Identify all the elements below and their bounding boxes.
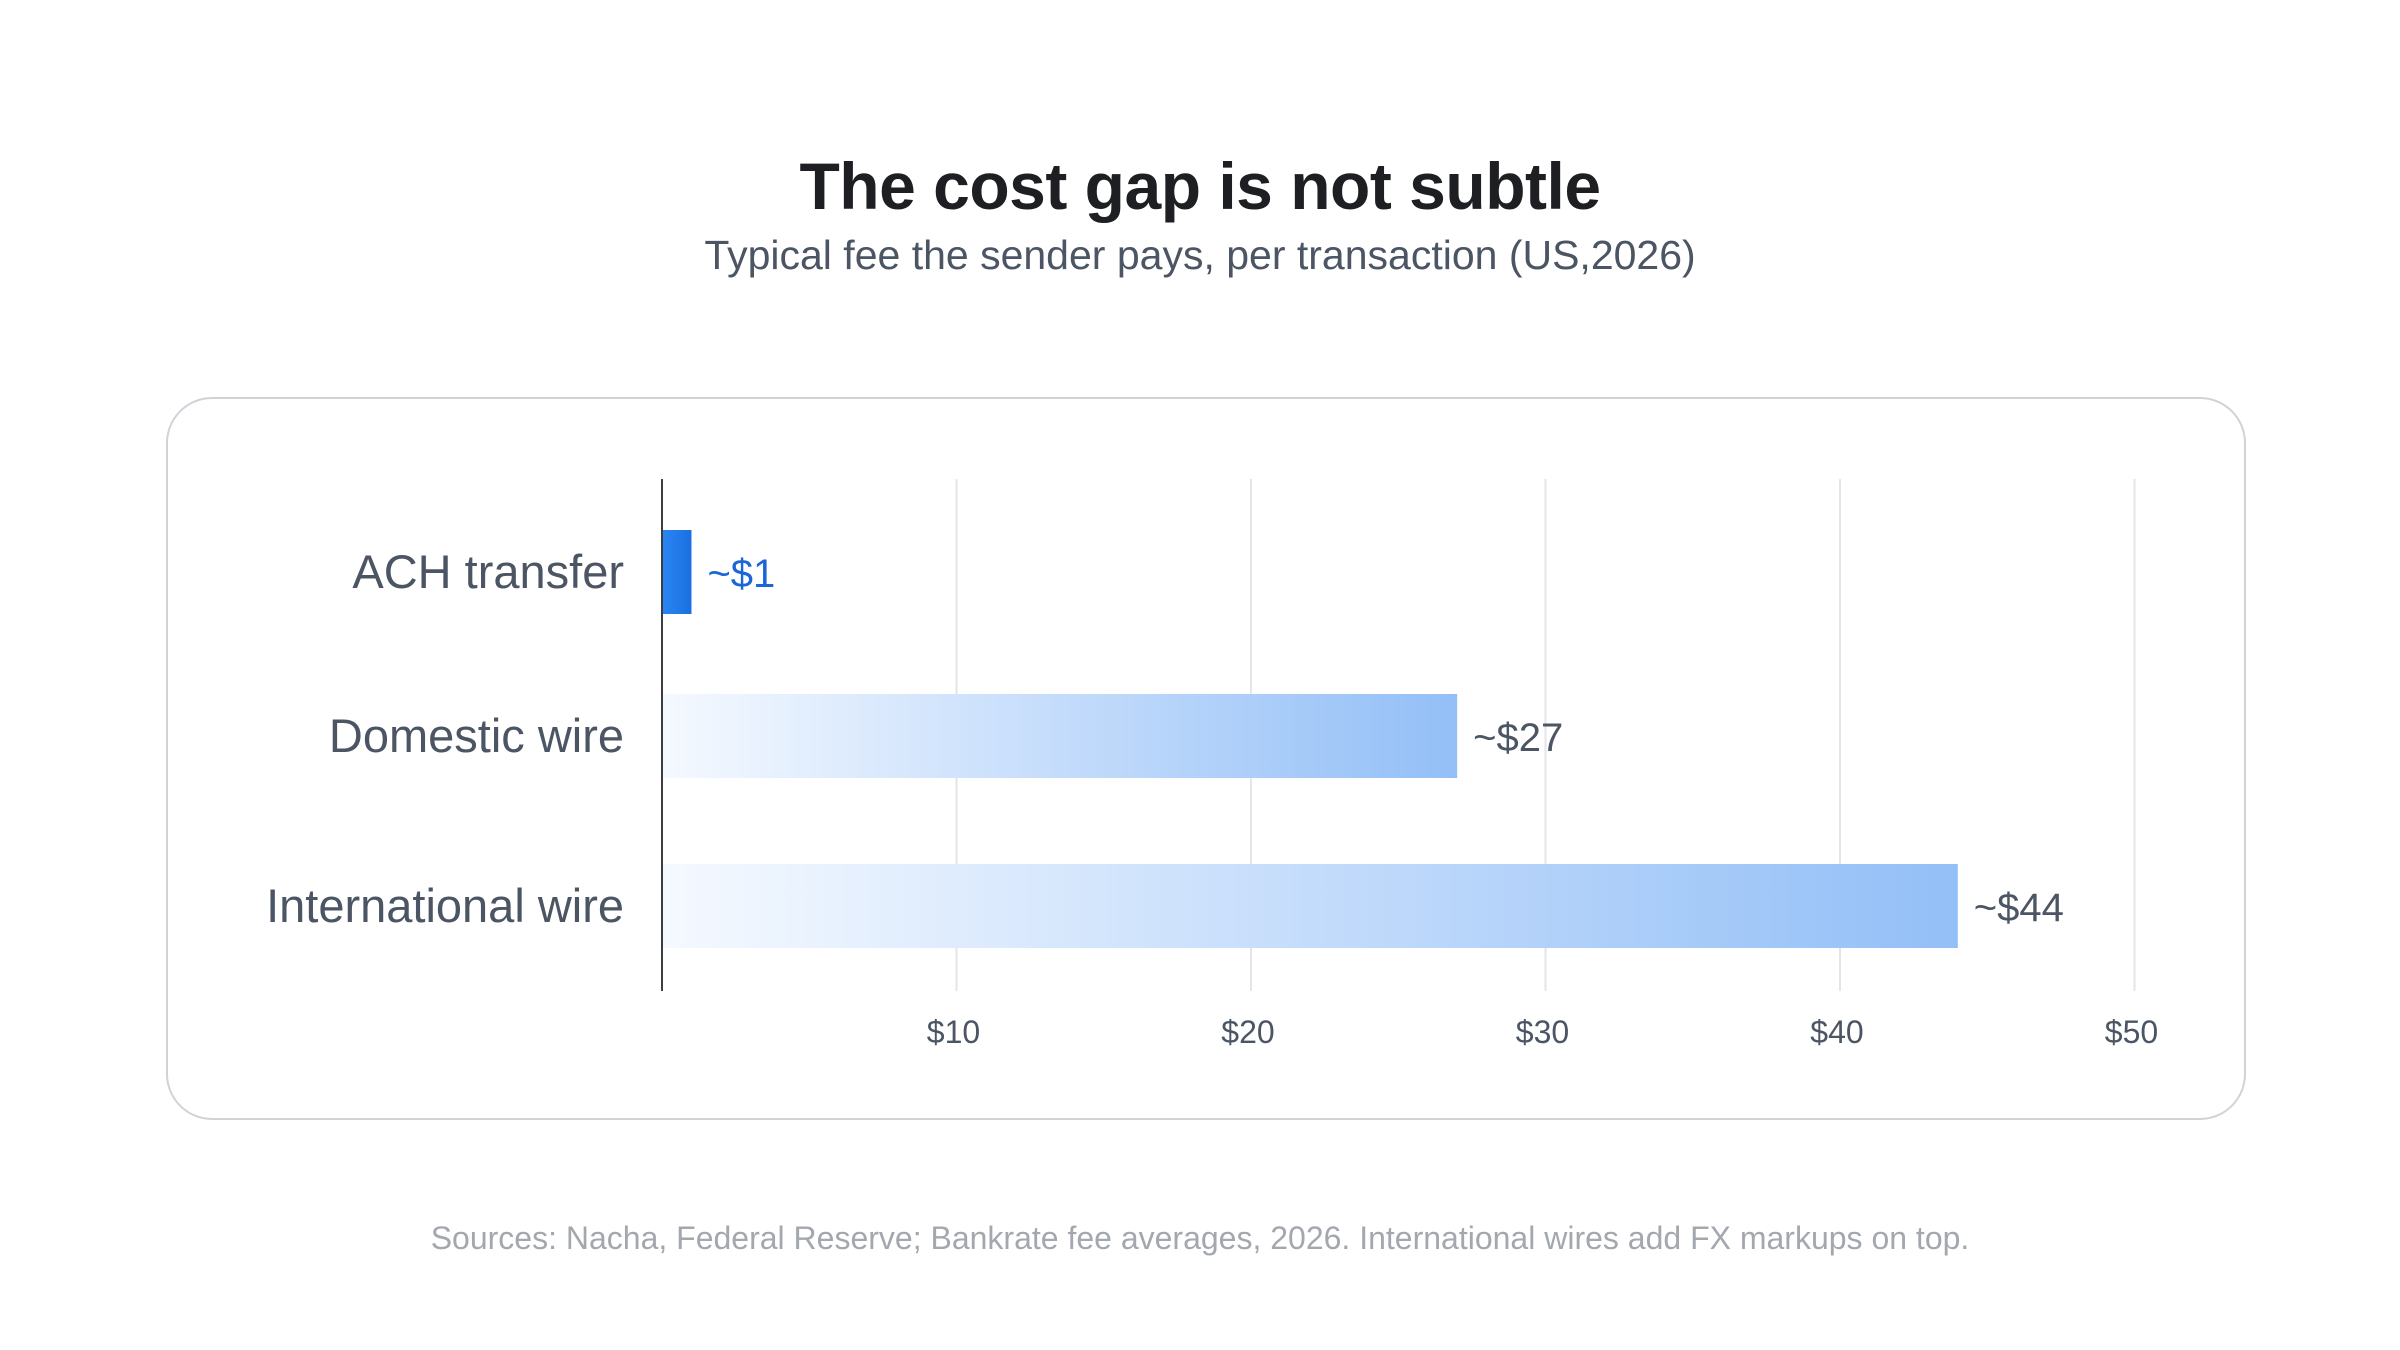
source-note: Sources: Nacha, Federal Reserve; Bankrat… — [430, 1220, 1970, 1256]
category-label: Domestic wire — [329, 709, 624, 762]
x-tick-label: $20 — [1221, 1014, 1274, 1050]
category-label: ACH transfer — [352, 545, 624, 598]
bar-ach-transfer — [662, 530, 692, 614]
chart-subtitle: Typical fee the sender pays, per transac… — [704, 232, 1696, 278]
value-label: ~$27 — [1473, 716, 1563, 760]
x-tick-label: $40 — [1810, 1014, 1863, 1050]
chart-card: $10 $20 $30 $40 $50 ACH transfer ~$1 Domestic w… — [166, 397, 2246, 1120]
value-label: ~$44 — [1974, 886, 2064, 930]
bars — [662, 530, 1958, 948]
x-tick-label: $30 — [1516, 1014, 1569, 1050]
bar-chart: $10 $20 $30 $40 $50 ACH transfer ~$1 Domestic w… — [266, 479, 2158, 1050]
labels: $10 $20 $30 $40 $50 ACH transfer ~$1 Domestic w… — [266, 545, 2158, 1050]
x-tick-label: $10 — [927, 1014, 980, 1050]
category-label: International wire — [266, 879, 624, 932]
x-tick-label: $50 — [2105, 1014, 2158, 1050]
bar-international-wire — [662, 864, 1958, 948]
bar-domestic-wire — [662, 694, 1458, 778]
chart-title: The cost gap is not subtle — [799, 149, 1601, 223]
value-label: ~$1 — [707, 552, 775, 596]
